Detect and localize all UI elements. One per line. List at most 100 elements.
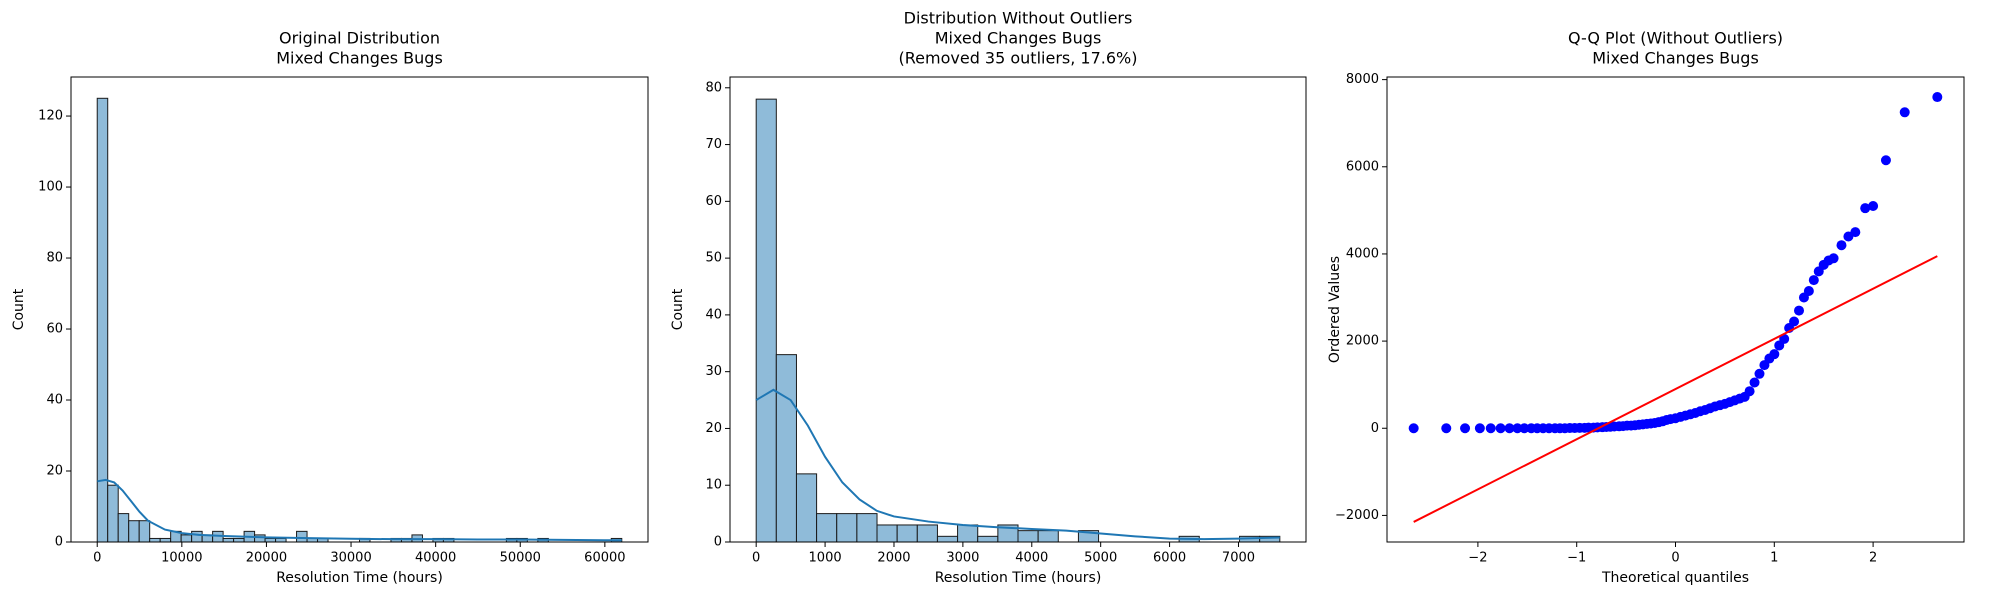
x-tick-label: 6000: [1153, 551, 1186, 566]
qq-point: [1836, 240, 1847, 251]
y-tick-label: 4000: [1346, 246, 1379, 261]
y-tick-label: 70: [705, 137, 722, 152]
histogram-bar: [149, 537, 161, 543]
qq-point: [1803, 285, 1814, 296]
chart-title: Mixed Changes Bugs: [1592, 49, 1759, 68]
chart-title: Original Distribution: [279, 29, 440, 48]
histogram-bar: [191, 530, 203, 543]
x-tick-label: 30000: [330, 551, 371, 566]
y-tick-label: 80: [705, 80, 722, 95]
x-axis-label: Theoretical quantiles: [1601, 570, 1749, 586]
x-tick-label: −2: [1468, 551, 1487, 566]
x-tick-label: −1: [1567, 551, 1586, 566]
x-tick-label: 4000: [1015, 551, 1048, 566]
x-tick-label: 5000: [1084, 551, 1117, 566]
y-tick-label: 100: [38, 180, 63, 195]
qq-point: [1860, 203, 1871, 214]
histogram-bar: [1017, 530, 1039, 543]
histogram-bar: [755, 98, 777, 543]
histogram-bar: [117, 513, 130, 543]
x-tick-label: 20000: [246, 551, 287, 566]
qq-point: [1808, 275, 1819, 286]
qq-point: [1779, 333, 1790, 344]
chart-title: Mixed Changes Bugs: [935, 29, 1102, 48]
x-tick-label: 60000: [584, 551, 625, 566]
plot-frame: [729, 76, 1307, 543]
y-tick-label: −2000: [1335, 508, 1379, 523]
qq-point: [1794, 305, 1805, 316]
x-tick-label: 0: [752, 551, 760, 566]
histogram-bar: [876, 524, 898, 543]
qq-point: [1850, 227, 1861, 238]
histogram-bar: [128, 520, 140, 543]
histogram-bar: [836, 513, 858, 543]
histogram-bar: [916, 524, 938, 543]
plot-frame: [70, 76, 649, 543]
x-tick-label: 7000: [1222, 551, 1255, 566]
x-tick-label: 0: [1671, 551, 1679, 566]
chart-title: Q-Q Plot (Without Outliers): [1568, 29, 1783, 48]
plot-frame: [1386, 76, 1965, 543]
y-tick-label: 8000: [1346, 72, 1379, 87]
qq-point: [1769, 349, 1780, 360]
qq-point: [1932, 92, 1943, 103]
y-tick-label: 40: [705, 307, 722, 322]
y-tick-label: 60: [705, 194, 722, 209]
y-tick-label: 120: [38, 109, 63, 124]
histogram-bar: [1037, 530, 1059, 543]
y-tick-label: 80: [46, 251, 63, 266]
qq-point: [1899, 107, 1910, 118]
histogram-bar: [233, 537, 245, 543]
y-tick-label: 60: [46, 322, 63, 337]
x-tick-label: 1: [1770, 551, 1778, 566]
qq-point: [1749, 377, 1760, 388]
histogram-bar: [816, 513, 838, 543]
qq-point: [1441, 423, 1452, 434]
y-tick-label: 0: [714, 535, 722, 550]
histogram-bar: [254, 534, 266, 543]
chart-title: Mixed Changes Bugs: [276, 49, 443, 68]
x-tick-label: 10000: [161, 551, 202, 566]
qq-point: [1485, 423, 1496, 434]
histogram-bar: [275, 537, 287, 543]
y-tick-label: 0: [1371, 421, 1379, 436]
y-tick-label: 20: [46, 464, 63, 479]
histogram-bar: [222, 537, 235, 543]
fit-line: [1413, 255, 1938, 523]
histogram-bar: [138, 520, 151, 543]
y-axis-label: Count: [11, 288, 27, 330]
x-axis-label: Resolution Time (hours): [935, 570, 1102, 586]
histogram-bar: [159, 537, 172, 543]
histogram-bar: [896, 524, 918, 543]
y-tick-label: 20: [705, 421, 722, 436]
histogram-bar: [856, 513, 878, 543]
histogram-bar: [264, 537, 277, 543]
y-tick-label: 30: [705, 364, 722, 379]
qq-point: [1512, 423, 1523, 434]
histogram-bar: [180, 534, 193, 543]
qq-point: [1880, 155, 1891, 166]
qq-point: [1754, 368, 1765, 379]
kde-line: [97, 478, 622, 542]
qq-point: [1828, 253, 1839, 264]
qq-point: [1474, 423, 1485, 434]
y-tick-label: 40: [46, 393, 63, 408]
histogram-bar: [977, 535, 999, 543]
x-tick-label: 2: [1869, 551, 1877, 566]
histogram-bar: [775, 354, 797, 543]
qq-point: [1868, 200, 1879, 211]
histogram-bar: [957, 524, 979, 543]
qq-point: [1408, 423, 1419, 434]
y-axis-label: Ordered Values: [1327, 256, 1343, 363]
y-tick-label: 10: [705, 478, 722, 493]
x-tick-label: 3000: [946, 551, 979, 566]
y-axis-label: Count: [670, 288, 686, 330]
y-tick-label: 2000: [1346, 334, 1379, 349]
histogram-bar: [936, 535, 959, 543]
chart-title: (Removed 35 outliers, 17.6%): [899, 49, 1138, 68]
chart-title: Distribution Without Outliers: [904, 9, 1133, 28]
histogram-bar: [107, 484, 119, 543]
x-tick-label: 0: [93, 551, 101, 566]
qq-point: [1519, 423, 1530, 434]
